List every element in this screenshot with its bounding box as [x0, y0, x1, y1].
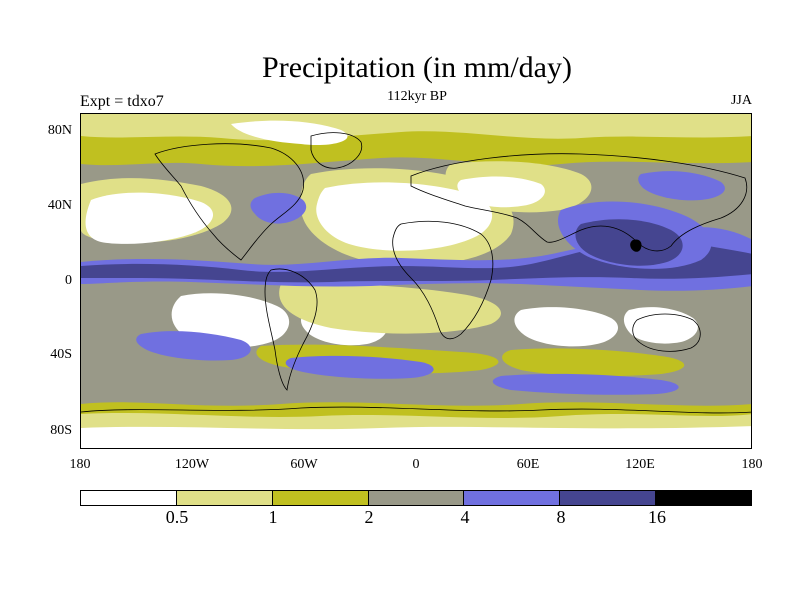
x-tick-label: 120E: [625, 457, 655, 472]
coast-australia: [632, 313, 701, 352]
colorbar-label: 2: [364, 507, 374, 527]
y-tick-label: 40S: [50, 347, 72, 362]
colorbar-segment: [272, 491, 369, 505]
colorbar-segment: [176, 491, 273, 505]
x-tick-label: 60W: [290, 457, 318, 472]
colorbar-label: 1: [268, 507, 278, 527]
s-olive-band-ind: [502, 348, 685, 377]
coast-south-america: [264, 268, 318, 391]
colorbar-label: 0.5: [165, 507, 189, 527]
chart-subtitle: 112kyr BP: [387, 89, 447, 104]
colorbar-label: 4: [460, 507, 470, 527]
band-arctic-white: [231, 120, 348, 146]
monsoon-dark: [575, 219, 683, 266]
coastlines: [81, 132, 751, 414]
season-label: JJA: [730, 93, 752, 108]
central-asia-white: [457, 176, 545, 208]
colorbar-label: 8: [556, 507, 566, 527]
colorbar-segment: [464, 491, 561, 505]
s-pacific-blue: [136, 331, 251, 361]
chart-title: Precipitation (in mm/day): [262, 51, 572, 84]
sahara-dry-white: [316, 182, 493, 251]
colorbar-segment: [560, 491, 657, 505]
coast-north-america: [154, 143, 304, 261]
colorbar-segment: [368, 491, 465, 505]
y-tick-label: 0: [65, 273, 72, 288]
coast-africa: [392, 220, 494, 340]
coast-eurasia: [410, 153, 747, 252]
coast-antarctica: [81, 406, 751, 414]
sindian-dry-white: [514, 307, 619, 347]
y-tick-label: 80S: [50, 423, 72, 438]
npac-dry-white: [85, 192, 214, 244]
australia-dry-white: [623, 307, 698, 344]
colorbar-segment: [656, 491, 752, 505]
s-yellow-band: [279, 283, 501, 334]
x-tick-label: 0: [412, 457, 420, 472]
x-tick-label: 120W: [174, 457, 210, 472]
precipitation-map: [80, 113, 752, 449]
experiment-label: Expt = tdxo7: [80, 93, 164, 110]
gulfstream-blue: [250, 192, 307, 224]
s-ind-blue: [492, 373, 679, 395]
y-tick-label: 80N: [47, 123, 72, 138]
x-tick-label: 180: [741, 457, 763, 472]
s-atl-blue: [285, 355, 434, 379]
x-tick-label: 60E: [516, 457, 540, 472]
npac-storm-blue: [638, 171, 725, 201]
y-tick-label: 40N: [47, 198, 72, 213]
colorbar: [80, 490, 752, 506]
monsoon-core: [630, 239, 642, 252]
coast-greenland: [310, 132, 363, 169]
band-antarctic-white: [81, 426, 751, 448]
colorbar-label: 16: [648, 507, 666, 527]
colorbar-segment: [81, 491, 177, 505]
x-tick-label: 180: [69, 457, 91, 472]
